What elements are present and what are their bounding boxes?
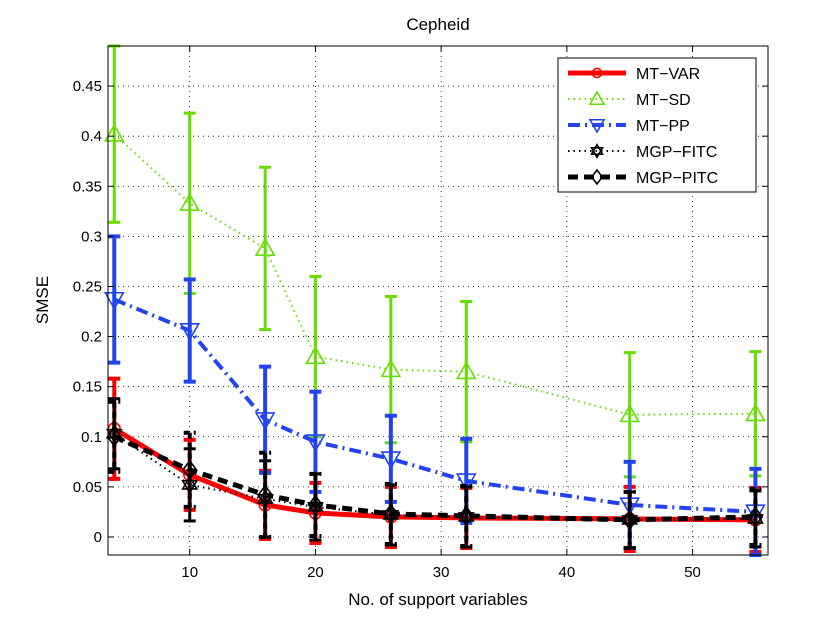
x-tick-label: 30 bbox=[433, 564, 450, 581]
data-point-triangle-down bbox=[588, 118, 606, 134]
y-tick-label: 0.25 bbox=[73, 278, 102, 295]
y-tick-label: 0.1 bbox=[81, 429, 102, 446]
legend-item: MT−SD bbox=[568, 90, 691, 109]
hexagram-part bbox=[590, 143, 604, 155]
series-line bbox=[113, 133, 756, 416]
error-bars bbox=[108, 399, 762, 550]
data-point-triangle-down bbox=[305, 434, 326, 453]
legend-label: MT−PP bbox=[636, 118, 690, 135]
legend-item: MT−VAR bbox=[568, 66, 700, 83]
data-point-diamond bbox=[383, 503, 399, 525]
data-point-hexagram bbox=[590, 143, 604, 159]
legend-label: MGP−PITC bbox=[636, 170, 718, 187]
data-point-triangle-up bbox=[745, 403, 766, 422]
y-tick-label: 0.45 bbox=[73, 78, 102, 95]
data-point-triangle-down bbox=[254, 412, 276, 431]
y-axis-label: SMSE bbox=[33, 276, 52, 324]
data-point-diamond bbox=[106, 426, 123, 448]
y-tick-label: 0.4 bbox=[81, 128, 102, 145]
data-point-diamond bbox=[621, 509, 638, 531]
legend-label: MT−SD bbox=[636, 92, 691, 109]
data-point-diamond bbox=[181, 459, 198, 481]
data-point-triangle-up bbox=[588, 90, 606, 106]
chart-title: Cepheid bbox=[406, 15, 469, 34]
legend-item: MGP−FITC bbox=[568, 143, 717, 161]
legend-box bbox=[557, 57, 757, 193]
legend-item: MT−PP bbox=[568, 118, 690, 135]
series-4 bbox=[106, 399, 764, 550]
data-point-triangle-down bbox=[455, 473, 477, 492]
legend-label: MGP−FITC bbox=[636, 144, 717, 161]
y-tick-label: 0.2 bbox=[81, 329, 102, 346]
y-tick-label: 0 bbox=[94, 529, 102, 546]
data-point-circle bbox=[591, 67, 603, 79]
data-point-hexagram bbox=[181, 475, 199, 495]
x-axis-label: No. of support variables bbox=[348, 590, 528, 609]
data-point-triangle-down bbox=[103, 291, 125, 311]
x-tick-label: 20 bbox=[307, 564, 324, 581]
plot-frame bbox=[107, 45, 769, 556]
data-point-triangle-up bbox=[305, 345, 326, 365]
series-line bbox=[113, 297, 756, 514]
data-point-triangle-up bbox=[254, 237, 276, 256]
legend-label: MT−VAR bbox=[636, 66, 700, 83]
y-tick-label: 0.15 bbox=[73, 379, 102, 396]
axis-ticks: 10 20 30 40 50 0 0.05 0.1 0.15 0.2 0.25 0.3 0.35 0.4 0… bbox=[73, 46, 768, 581]
series-layer bbox=[103, 44, 766, 557]
data-point-diamond bbox=[747, 506, 764, 528]
data-point-diamond bbox=[307, 494, 324, 516]
data-point-triangle-up bbox=[380, 359, 402, 378]
y-tick-label: 0.05 bbox=[73, 479, 102, 496]
data-point-triangle-down bbox=[179, 323, 201, 342]
legend: MT−VAR MT−SD MT−PP MGP−FITC MGP−PITC bbox=[557, 57, 757, 193]
data-point-diamond bbox=[458, 505, 475, 527]
x-tick-label: 40 bbox=[559, 564, 576, 581]
data-point-diamond bbox=[590, 168, 604, 186]
data-point-triangle-up bbox=[103, 123, 125, 142]
y-tick-label: 0.35 bbox=[73, 178, 102, 195]
x-tick-label: 50 bbox=[684, 564, 701, 581]
data-point-diamond bbox=[257, 484, 273, 506]
series-line bbox=[113, 434, 756, 523]
data-point-triangle-down bbox=[380, 451, 402, 470]
hexagram-part bbox=[181, 480, 199, 495]
x-tick-label: 10 bbox=[181, 564, 198, 581]
hexagram-part bbox=[590, 147, 604, 159]
data-point-triangle-up bbox=[619, 404, 641, 423]
hexagram-part bbox=[181, 475, 199, 490]
data-point-triangle-up bbox=[179, 192, 201, 211]
legend-item: MGP−PITC bbox=[568, 168, 718, 187]
y-tick-label: 0.3 bbox=[81, 228, 102, 245]
data-point-triangle-up bbox=[455, 361, 477, 380]
